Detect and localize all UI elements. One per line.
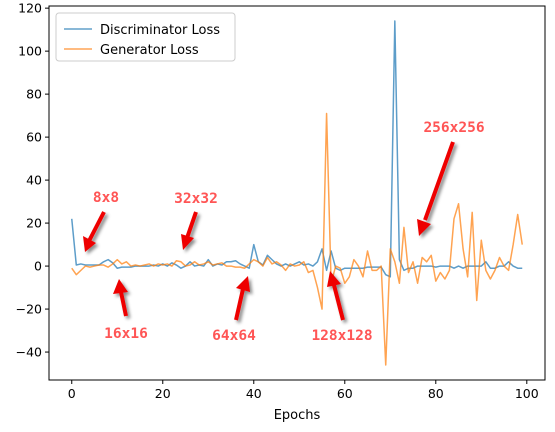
annotation-label-8x8: 8x8 (93, 190, 119, 206)
y-tick-label: 60 (26, 130, 42, 145)
x-tick-label: 100 (515, 386, 539, 401)
plot-area (48, 5, 546, 381)
y-tick-label: 20 (26, 216, 42, 231)
legend: Discriminator Loss Generator Loss (55, 12, 236, 62)
arrow-64x64 (234, 276, 250, 321)
y-tick-label: 100 (18, 44, 42, 59)
x-tick-label: 40 (246, 386, 262, 401)
x-axis: 0 20 40 60 80 100 (68, 380, 539, 401)
arrow-128x128 (327, 271, 345, 321)
y-tick-label: 0 (34, 259, 42, 274)
x-axis-label: Epochs (274, 408, 321, 423)
y-tick-label: 40 (26, 173, 42, 188)
x-tick-label: 0 (68, 386, 76, 401)
y-tick-label: 80 (26, 87, 42, 102)
arrow-32x32 (181, 211, 198, 250)
annotation-label-256x256: 256x256 (423, 120, 484, 136)
legend-box (55, 12, 236, 62)
x-tick-label: 60 (337, 386, 353, 401)
y-tick-label: 120 (18, 1, 42, 16)
y-axis: −40 −20 0 20 40 60 80 100 120 (16, 1, 49, 360)
y-tick-label: −20 (16, 302, 42, 317)
annotation-label-32x32: 32x32 (174, 191, 218, 207)
annotation-layer: 8x8 16x16 32x32 64x64 128x128 256x256 (83, 120, 485, 344)
x-tick-label: 80 (428, 386, 444, 401)
annotation-label-128x128: 128x128 (311, 328, 372, 344)
x-tick-label: 20 (155, 386, 171, 401)
arrow-8x8 (83, 211, 106, 252)
discriminator-loss-line (71, 20, 523, 278)
y-tick-label: −40 (16, 345, 42, 360)
legend-label-discriminator: Discriminator Loss (100, 23, 220, 38)
legend-label-generator: Generator Loss (100, 43, 199, 58)
series-layer (71, 20, 523, 366)
generator-loss-line (71, 112, 523, 366)
arrow-256x256 (417, 141, 455, 236)
annotation-label-16x16: 16x16 (104, 326, 148, 342)
arrow-16x16 (113, 279, 128, 317)
annotation-label-64x64: 64x64 (212, 328, 256, 344)
